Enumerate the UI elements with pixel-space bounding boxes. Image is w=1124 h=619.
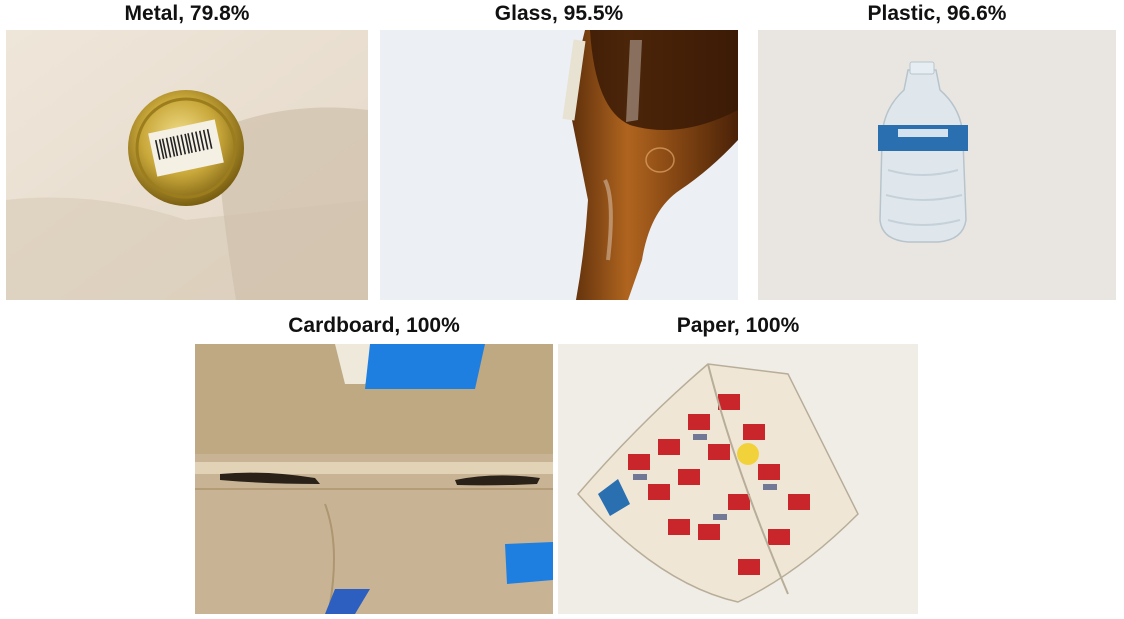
panel-paper: Paper, 100%: [558, 312, 918, 614]
panel-caption: Metal, 79.8%: [124, 2, 250, 25]
panel-caption: Cardboard, 100%: [288, 314, 460, 337]
panel-plastic: Plastic, 96.6%: [758, 0, 1116, 300]
panel-cardboard: Cardboard, 100%: [195, 312, 553, 614]
panel-caption: Glass, 95.5%: [494, 2, 624, 25]
plastic-bottle-photo: [758, 30, 1116, 300]
panel-caption: Plastic, 96.6%: [867, 2, 1007, 25]
metal-lid-photo: [6, 30, 368, 300]
glass-bottle-photo: [380, 30, 738, 300]
newspaper-photo: [558, 344, 918, 614]
cardboard-photo: [195, 344, 553, 614]
panel-glass: Glass, 95.5%: [380, 0, 738, 300]
panel-caption: Paper, 100%: [676, 314, 800, 337]
panel-metal: Metal, 79.8%: [6, 0, 368, 300]
